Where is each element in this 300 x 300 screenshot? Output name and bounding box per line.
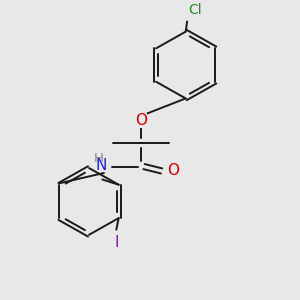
Text: N: N bbox=[95, 158, 107, 173]
Text: H: H bbox=[94, 152, 103, 165]
Text: I: I bbox=[114, 235, 118, 250]
Text: O: O bbox=[167, 163, 179, 178]
Text: O: O bbox=[135, 113, 147, 128]
Text: Cl: Cl bbox=[188, 3, 202, 17]
